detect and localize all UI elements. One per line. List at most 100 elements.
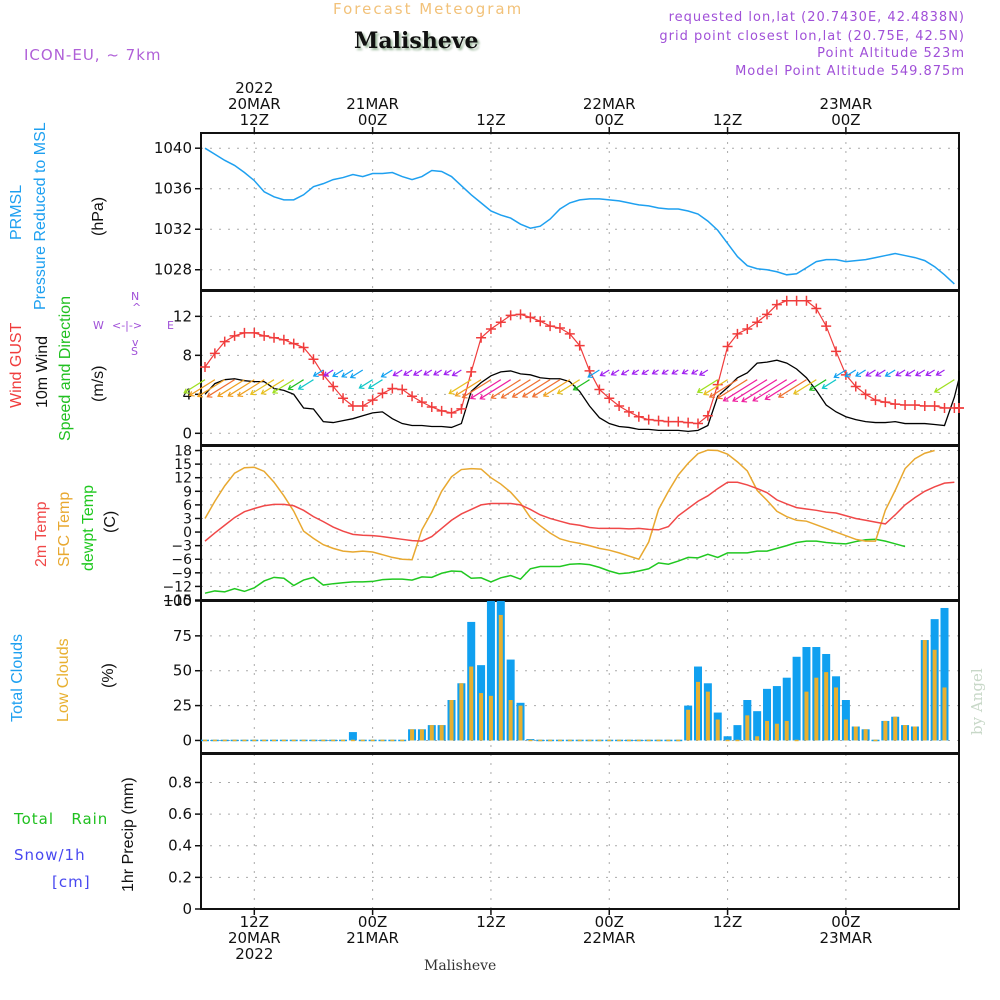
wind-arrow-head — [312, 371, 319, 378]
wind-arrow-head — [732, 396, 739, 403]
gust-marker — [752, 317, 763, 328]
low-cloud-bar — [508, 700, 513, 741]
gust-marker — [564, 328, 575, 339]
wind-arrow — [462, 379, 492, 398]
wind-arrow-head — [412, 370, 419, 377]
gust-marker — [722, 341, 733, 352]
wind-arrow-head — [691, 369, 698, 375]
low-cloud-bar — [469, 666, 474, 741]
low-cloud-bar — [705, 691, 710, 741]
wind-arrow-head — [249, 389, 256, 396]
wind-arrow — [703, 379, 728, 395]
wind-arrow — [600, 369, 610, 376]
y-tick-label: 0.4 — [168, 837, 192, 855]
wind-arrow — [393, 369, 403, 376]
low-cloud-bar — [686, 709, 691, 741]
wind-arrow-head — [722, 396, 729, 402]
gust-marker — [604, 393, 615, 404]
compass-e: E — [167, 319, 174, 332]
wind-arrow-head — [183, 388, 190, 394]
wind-arrow — [621, 369, 630, 375]
total-cloud-bar — [486, 601, 495, 741]
wind-arrow-head — [469, 394, 476, 400]
wind-arrow — [934, 379, 955, 393]
grid-point-coords: grid point closest lon,lat (20.75E, 42.5… — [659, 29, 965, 44]
wind-arrow — [752, 379, 788, 402]
gust-marker — [357, 401, 368, 412]
bottom-time-label: 00Z — [595, 913, 624, 931]
wind-arrow — [936, 369, 945, 376]
wind-arrow-head — [542, 391, 549, 398]
top-time-label: 00Z — [831, 111, 860, 129]
wind-arrow — [341, 369, 354, 378]
compass-s: S — [131, 345, 138, 358]
y-tick-label: −12 — [162, 579, 192, 595]
y-tick-label: 8 — [182, 346, 192, 364]
wind-arrow — [822, 379, 837, 389]
wind-arrow — [227, 379, 255, 397]
y-tick-label: 0 — [182, 731, 192, 749]
gust-marker — [771, 299, 782, 310]
y-tick-label: −9 — [171, 566, 192, 582]
y-tick-label: 15 — [174, 457, 192, 473]
sfc-temp-line — [204, 449, 935, 561]
gust-marker — [525, 312, 536, 323]
wind-arrow-head — [875, 371, 882, 377]
gust-marker — [791, 295, 802, 306]
total-cloud-bar — [723, 736, 732, 741]
low-cloud-bar — [834, 687, 839, 741]
wind-arrow-head — [490, 393, 497, 400]
panel-frame — [200, 132, 960, 291]
y-tick-label: −6 — [171, 552, 192, 568]
wind-arrow — [809, 379, 827, 391]
gust-marker — [801, 295, 812, 306]
wind-arrow — [359, 379, 373, 389]
wind-arrow-head — [217, 391, 224, 398]
top-time-label: 2022 — [235, 79, 273, 97]
gust-marker — [239, 327, 250, 338]
wind-arrow-head — [696, 387, 703, 394]
top-time-label: 00Z — [595, 111, 624, 129]
wind-arrow — [189, 379, 216, 396]
wind-arrow-head — [196, 392, 203, 398]
gust-marker — [200, 362, 210, 373]
low-cloud-bar — [932, 649, 937, 741]
wind-arrow — [691, 369, 699, 375]
gust-marker — [702, 410, 713, 421]
wind-arrow-head — [556, 389, 563, 395]
wind-arrow-head — [821, 383, 828, 390]
wind-arrow — [697, 379, 719, 393]
wind-arrow-head — [341, 372, 348, 378]
wind-arrow-head — [741, 397, 748, 403]
wind-arrow-head — [272, 388, 278, 394]
y-tick-label: 1028 — [154, 261, 192, 279]
y-tick-label: 0 — [183, 525, 192, 541]
y-tick-label: −15 — [162, 593, 192, 609]
wind-arrow-head — [521, 392, 528, 398]
wind-arrow-head — [764, 394, 771, 401]
gust-marker — [821, 321, 832, 332]
y-tick-label: 18 — [174, 444, 192, 460]
gust-marker — [397, 384, 408, 395]
wind-arrow-head — [777, 392, 784, 399]
bottom-time-label: 2022 — [235, 945, 273, 963]
gust-marker — [909, 400, 920, 411]
wind-arrow-head — [349, 373, 356, 379]
gust-marker — [219, 336, 230, 347]
gust-marker — [495, 317, 506, 328]
wind-arrow — [915, 369, 926, 376]
pressure-line — [204, 147, 955, 285]
wind-arrow — [833, 369, 847, 378]
wind-arrow — [765, 379, 797, 400]
point-altitude: Point Altitude 523m — [817, 46, 965, 61]
wind-arrow-head — [500, 393, 507, 399]
gust-marker — [594, 384, 605, 395]
low-cloud-bar — [912, 726, 917, 741]
low-cloud-bar — [755, 736, 760, 741]
wind-arrow — [448, 379, 472, 394]
gust-marker — [870, 395, 881, 406]
gust-marker — [643, 414, 654, 425]
wind-arrow-head — [698, 370, 705, 377]
gust-marker — [436, 405, 447, 416]
y-tick-label: 6 — [183, 498, 192, 514]
